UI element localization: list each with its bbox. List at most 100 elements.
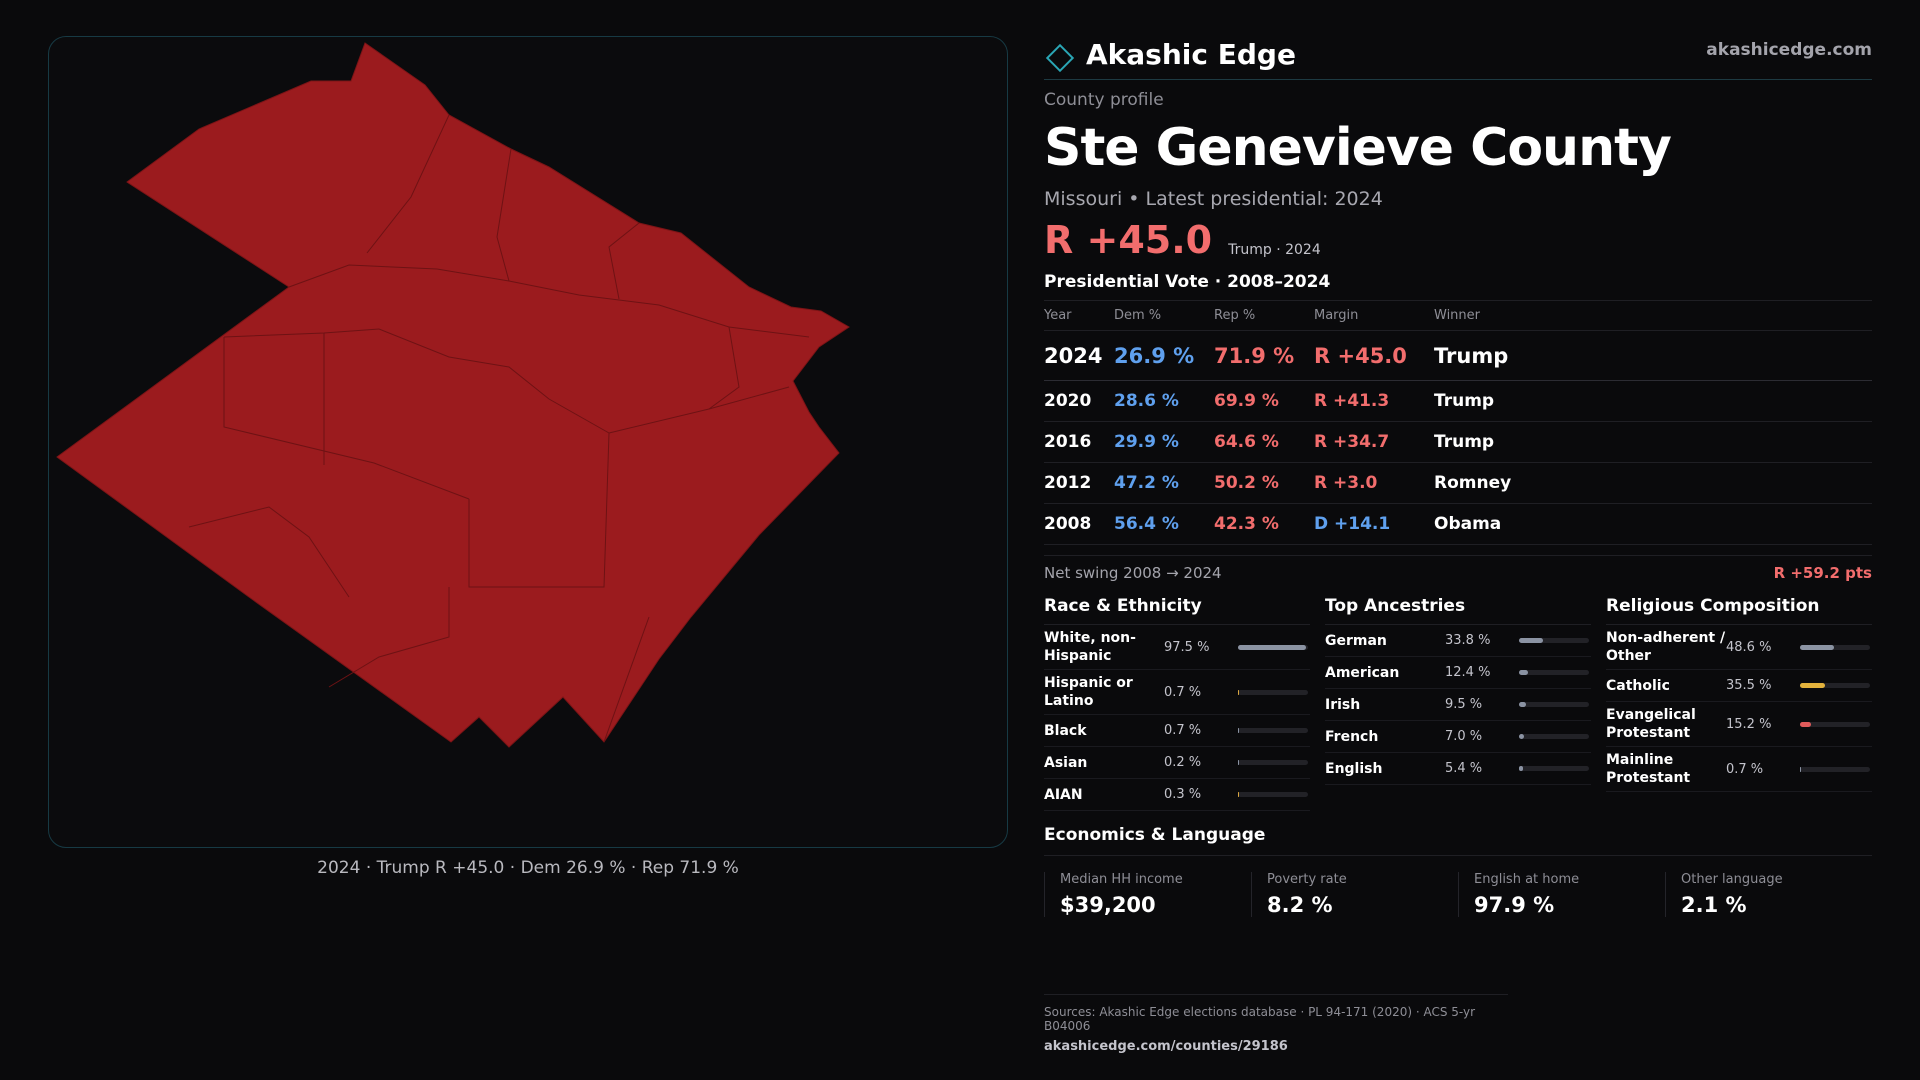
col-winner-header: Winner	[1434, 300, 1872, 331]
item-bar	[1519, 702, 1589, 707]
item-label: Evangelical Protestant	[1606, 707, 1696, 741]
list-item: Irish 9.5 %	[1325, 689, 1591, 721]
list-item: Evangelical Protestant 15.2 %	[1606, 702, 1872, 747]
item-label: Asian	[1044, 754, 1088, 771]
item-value: 5.4 %	[1445, 761, 1483, 776]
stat-label: Other language	[1681, 872, 1783, 887]
county-shape	[56, 42, 850, 748]
item-bar-fill	[1800, 683, 1825, 688]
margin-note: Trump · 2024	[1228, 242, 1321, 258]
stat-median-income: Median HH income $39,200	[1044, 872, 1251, 917]
stat-value: $39,200	[1060, 893, 1156, 917]
item-bar-fill	[1238, 689, 1240, 695]
item-bar	[1519, 734, 1589, 739]
row-winner: Obama	[1434, 503, 1872, 545]
stat-label: Median HH income	[1060, 872, 1183, 887]
list-item: White, non-Hispanic 97.5 %	[1044, 625, 1310, 670]
col-margin-header: Margin	[1314, 300, 1434, 331]
item-value: 0.3 %	[1164, 787, 1202, 802]
stat-value: 97.9 %	[1474, 893, 1555, 917]
list-item: English 5.4 %	[1325, 753, 1591, 785]
stat-other-language: Other language 2.1 %	[1665, 872, 1872, 917]
item-bar-fill	[1519, 734, 1524, 739]
row-winner: Trump	[1434, 421, 1872, 463]
item-label: Non-adherent / Other	[1606, 630, 1726, 664]
list-item: Non-adherent / Other 48.6 %	[1606, 625, 1872, 670]
col-dem-header: Dem %	[1114, 300, 1214, 331]
economics-title: Economics & Language	[1044, 825, 1872, 856]
list-item: French 7.0 %	[1325, 721, 1591, 753]
swing-value: R +59.2 pts	[1773, 564, 1872, 582]
row-year: 2024	[1044, 330, 1114, 381]
row-dem: 28.6 %	[1114, 380, 1214, 422]
row-dem: 26.9 %	[1114, 330, 1214, 381]
item-bar	[1238, 760, 1308, 765]
net-swing: Net swing 2008 → 2024 R +59.2 pts	[1044, 555, 1872, 582]
item-bar-fill	[1238, 644, 1307, 650]
sources-text: Sources: Akashic Edge elections database…	[1044, 1005, 1476, 1033]
swing-label: Net swing 2008 → 2024	[1044, 564, 1222, 582]
item-bar-fill	[1519, 766, 1523, 771]
row-margin: R +3.0	[1314, 462, 1434, 504]
item-label: Mainline Protestant	[1606, 752, 1691, 786]
brand-bar: Akashic Edge akashicedge.com	[1044, 30, 1872, 80]
row-margin: R +45.0	[1314, 330, 1434, 381]
col-year-header: Year	[1044, 300, 1114, 331]
item-bar	[1519, 670, 1589, 675]
religion-title: Religious Composition	[1606, 596, 1872, 625]
item-bar-fill	[1519, 638, 1543, 643]
item-bar	[1519, 766, 1589, 771]
item-bar	[1800, 644, 1870, 650]
row-margin: R +34.7	[1314, 421, 1434, 463]
county-map[interactable]	[49, 37, 1008, 848]
item-bar	[1238, 728, 1308, 733]
ancestries-panel: Top Ancestries German 33.8 % American 12…	[1325, 596, 1591, 811]
item-label: French	[1325, 728, 1379, 745]
row-dem: 29.9 %	[1114, 421, 1214, 463]
race-title: Race & Ethnicity	[1044, 596, 1310, 625]
item-value: 7.0 %	[1445, 729, 1483, 744]
item-label: AIAN	[1044, 786, 1083, 803]
race-ethnicity-panel: Race & Ethnicity White, non-Hispanic 97.…	[1044, 596, 1310, 811]
brand-url-link[interactable]: akashicedge.com	[1706, 40, 1872, 60]
item-value: 48.6 %	[1726, 639, 1772, 655]
item-bar	[1800, 721, 1870, 727]
item-bar	[1238, 644, 1308, 650]
item-bar-fill	[1800, 644, 1835, 650]
item-value: 97.5 %	[1164, 639, 1210, 655]
religion-panel: Religious Composition Non-adherent / Oth…	[1606, 596, 1872, 811]
row-rep: 64.6 %	[1214, 421, 1314, 463]
stat-poverty-rate: Poverty rate 8.2 %	[1251, 872, 1458, 917]
list-item: AIAN 0.3 %	[1044, 779, 1310, 811]
item-value: 9.5 %	[1445, 697, 1483, 712]
row-year: 2012	[1044, 462, 1114, 504]
county-map-panel[interactable]	[48, 36, 1008, 848]
list-item: Black 0.7 %	[1044, 715, 1310, 747]
item-bar-fill	[1800, 766, 1802, 772]
row-rep: 42.3 %	[1214, 503, 1314, 545]
stat-label: Poverty rate	[1267, 872, 1347, 887]
list-item: Asian 0.2 %	[1044, 747, 1310, 779]
item-bar-fill	[1519, 702, 1526, 707]
item-value: 15.2 %	[1726, 716, 1772, 732]
list-item: American 12.4 %	[1325, 657, 1591, 689]
county-url-link[interactable]: akashicedge.com/counties/29186	[1044, 1039, 1288, 1054]
stat-value: 8.2 %	[1267, 893, 1333, 917]
stat-label: English at home	[1474, 872, 1580, 887]
table-row: 2024 26.9 % 71.9 % R +45.0 Trump	[1044, 330, 1872, 381]
table-row: 2020 28.6 % 69.9 % R +41.3 Trump	[1044, 380, 1872, 422]
row-year: 2016	[1044, 421, 1114, 463]
row-margin: D +14.1	[1314, 503, 1434, 545]
row-dem: 56.4 %	[1114, 503, 1214, 545]
item-bar	[1519, 638, 1589, 643]
table-row: 2016 29.9 % 64.6 % R +34.7 Trump	[1044, 421, 1872, 463]
item-bar-fill	[1238, 760, 1240, 765]
table-row: 2012 47.2 % 50.2 % R +3.0 Romney	[1044, 462, 1872, 504]
vote-table: Year Dem % Rep % Margin Winner 2024 26.9…	[1044, 300, 1872, 545]
list-item: Hispanic or Latino 0.7 %	[1044, 670, 1310, 715]
list-item: Mainline Protestant 0.7 %	[1606, 747, 1872, 792]
row-dem: 47.2 %	[1114, 462, 1214, 504]
row-year: 2020	[1044, 380, 1114, 422]
margin-value: R +45.0	[1044, 218, 1213, 262]
township-boundaries	[188, 114, 810, 743]
